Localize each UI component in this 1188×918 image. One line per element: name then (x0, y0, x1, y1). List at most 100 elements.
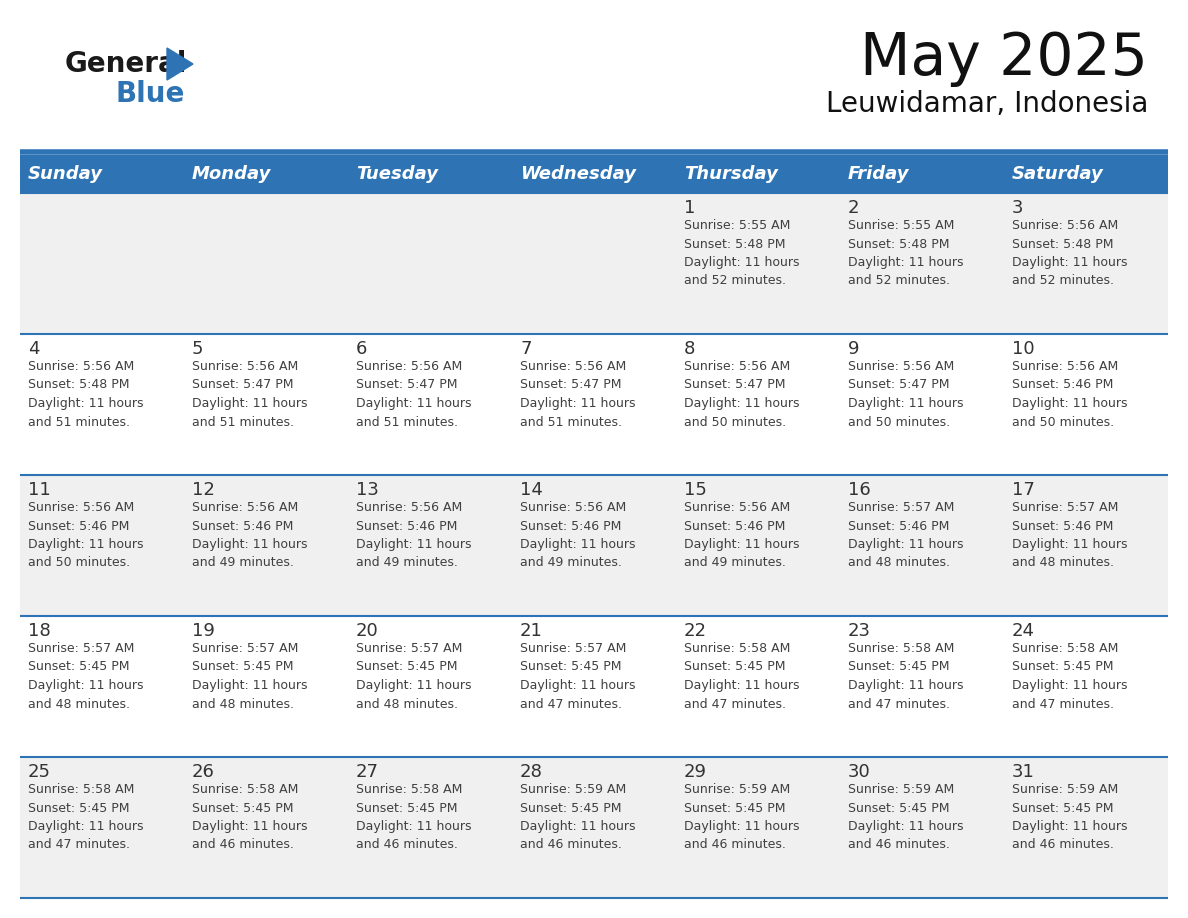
Text: Sunrise: 5:59 AM
Sunset: 5:45 PM
Daylight: 11 hours
and 46 minutes.: Sunrise: 5:59 AM Sunset: 5:45 PM Dayligh… (684, 783, 800, 852)
Bar (20, 757, 184, 898)
Bar (512, 334, 676, 475)
Bar (348, 155, 512, 193)
Bar (676, 155, 840, 193)
Text: 24: 24 (1012, 622, 1035, 640)
Bar (840, 334, 1004, 475)
Bar (840, 616, 1004, 757)
Text: Sunrise: 5:56 AM
Sunset: 5:47 PM
Daylight: 11 hours
and 51 minutes.: Sunrise: 5:56 AM Sunset: 5:47 PM Dayligh… (520, 360, 636, 429)
Text: Sunrise: 5:58 AM
Sunset: 5:45 PM
Daylight: 11 hours
and 46 minutes.: Sunrise: 5:58 AM Sunset: 5:45 PM Dayligh… (192, 783, 308, 852)
Text: 26: 26 (192, 763, 215, 781)
Text: 7: 7 (520, 340, 531, 358)
Bar (1004, 616, 1168, 757)
Text: 22: 22 (684, 622, 707, 640)
Text: 16: 16 (848, 481, 871, 499)
Text: Sunrise: 5:56 AM
Sunset: 5:48 PM
Daylight: 11 hours
and 52 minutes.: Sunrise: 5:56 AM Sunset: 5:48 PM Dayligh… (1012, 219, 1127, 287)
Text: 20: 20 (356, 622, 379, 640)
Text: 31: 31 (1012, 763, 1035, 781)
Text: Sunrise: 5:56 AM
Sunset: 5:48 PM
Daylight: 11 hours
and 51 minutes.: Sunrise: 5:56 AM Sunset: 5:48 PM Dayligh… (29, 360, 144, 429)
Bar (184, 155, 348, 193)
Bar (20, 155, 184, 193)
Bar (20, 334, 184, 475)
Bar (840, 155, 1004, 193)
Text: Sunrise: 5:55 AM
Sunset: 5:48 PM
Daylight: 11 hours
and 52 minutes.: Sunrise: 5:55 AM Sunset: 5:48 PM Dayligh… (684, 219, 800, 287)
Text: 25: 25 (29, 763, 51, 781)
Text: Blue: Blue (115, 80, 184, 108)
Text: May 2025: May 2025 (860, 30, 1148, 87)
Bar (840, 757, 1004, 898)
Text: Thursday: Thursday (684, 165, 778, 183)
Bar (20, 475, 184, 616)
Bar (184, 334, 348, 475)
Bar (348, 616, 512, 757)
Bar (348, 757, 512, 898)
Bar (184, 757, 348, 898)
Text: 21: 21 (520, 622, 543, 640)
Text: 17: 17 (1012, 481, 1035, 499)
Bar (676, 616, 840, 757)
Bar (184, 616, 348, 757)
Text: 27: 27 (356, 763, 379, 781)
Bar (1004, 757, 1168, 898)
Bar (20, 193, 184, 334)
Bar (348, 475, 512, 616)
Text: Sunrise: 5:57 AM
Sunset: 5:46 PM
Daylight: 11 hours
and 48 minutes.: Sunrise: 5:57 AM Sunset: 5:46 PM Dayligh… (848, 501, 963, 569)
Bar (512, 757, 676, 898)
Text: 1: 1 (684, 199, 695, 217)
Text: Sunrise: 5:57 AM
Sunset: 5:45 PM
Daylight: 11 hours
and 47 minutes.: Sunrise: 5:57 AM Sunset: 5:45 PM Dayligh… (520, 642, 636, 711)
Text: 14: 14 (520, 481, 543, 499)
Bar (1004, 155, 1168, 193)
Text: 11: 11 (29, 481, 51, 499)
Bar (676, 334, 840, 475)
Text: 2: 2 (848, 199, 859, 217)
Text: Sunrise: 5:58 AM
Sunset: 5:45 PM
Daylight: 11 hours
and 47 minutes.: Sunrise: 5:58 AM Sunset: 5:45 PM Dayligh… (29, 783, 144, 852)
Text: Sunrise: 5:56 AM
Sunset: 5:47 PM
Daylight: 11 hours
and 51 minutes.: Sunrise: 5:56 AM Sunset: 5:47 PM Dayligh… (192, 360, 308, 429)
Text: 15: 15 (684, 481, 707, 499)
Text: Sunrise: 5:56 AM
Sunset: 5:46 PM
Daylight: 11 hours
and 49 minutes.: Sunrise: 5:56 AM Sunset: 5:46 PM Dayligh… (520, 501, 636, 569)
Bar (1004, 193, 1168, 334)
Text: Sunrise: 5:56 AM
Sunset: 5:47 PM
Daylight: 11 hours
and 50 minutes.: Sunrise: 5:56 AM Sunset: 5:47 PM Dayligh… (684, 360, 800, 429)
Text: Sunrise: 5:55 AM
Sunset: 5:48 PM
Daylight: 11 hours
and 52 minutes.: Sunrise: 5:55 AM Sunset: 5:48 PM Dayligh… (848, 219, 963, 287)
Text: Sunrise: 5:58 AM
Sunset: 5:45 PM
Daylight: 11 hours
and 47 minutes.: Sunrise: 5:58 AM Sunset: 5:45 PM Dayligh… (684, 642, 800, 711)
Bar (348, 334, 512, 475)
Text: Sunrise: 5:56 AM
Sunset: 5:46 PM
Daylight: 11 hours
and 49 minutes.: Sunrise: 5:56 AM Sunset: 5:46 PM Dayligh… (356, 501, 472, 569)
Text: 4: 4 (29, 340, 39, 358)
Bar (512, 193, 676, 334)
Text: 10: 10 (1012, 340, 1035, 358)
Text: Sunrise: 5:57 AM
Sunset: 5:46 PM
Daylight: 11 hours
and 48 minutes.: Sunrise: 5:57 AM Sunset: 5:46 PM Dayligh… (1012, 501, 1127, 569)
Text: Sunrise: 5:58 AM
Sunset: 5:45 PM
Daylight: 11 hours
and 47 minutes.: Sunrise: 5:58 AM Sunset: 5:45 PM Dayligh… (1012, 642, 1127, 711)
Text: Wednesday: Wednesday (520, 165, 636, 183)
Text: 23: 23 (848, 622, 871, 640)
Text: 8: 8 (684, 340, 695, 358)
Text: 12: 12 (192, 481, 215, 499)
Text: General: General (65, 50, 188, 78)
Bar (676, 193, 840, 334)
Text: Tuesday: Tuesday (356, 165, 438, 183)
Text: Sunrise: 5:57 AM
Sunset: 5:45 PM
Daylight: 11 hours
and 48 minutes.: Sunrise: 5:57 AM Sunset: 5:45 PM Dayligh… (29, 642, 144, 711)
Text: 19: 19 (192, 622, 215, 640)
Text: Sunrise: 5:59 AM
Sunset: 5:45 PM
Daylight: 11 hours
and 46 minutes.: Sunrise: 5:59 AM Sunset: 5:45 PM Dayligh… (848, 783, 963, 852)
Bar (184, 193, 348, 334)
Bar (1004, 475, 1168, 616)
Text: Friday: Friday (848, 165, 910, 183)
Text: Sunrise: 5:59 AM
Sunset: 5:45 PM
Daylight: 11 hours
and 46 minutes.: Sunrise: 5:59 AM Sunset: 5:45 PM Dayligh… (520, 783, 636, 852)
Bar (184, 475, 348, 616)
Text: Sunrise: 5:56 AM
Sunset: 5:46 PM
Daylight: 11 hours
and 49 minutes.: Sunrise: 5:56 AM Sunset: 5:46 PM Dayligh… (192, 501, 308, 569)
Bar (840, 475, 1004, 616)
Text: 6: 6 (356, 340, 367, 358)
Text: 13: 13 (356, 481, 379, 499)
Text: Leuwidamar, Indonesia: Leuwidamar, Indonesia (826, 90, 1148, 118)
Bar (512, 616, 676, 757)
Text: Sunrise: 5:56 AM
Sunset: 5:47 PM
Daylight: 11 hours
and 50 minutes.: Sunrise: 5:56 AM Sunset: 5:47 PM Dayligh… (848, 360, 963, 429)
Polygon shape (168, 48, 192, 80)
Text: Sunrise: 5:56 AM
Sunset: 5:47 PM
Daylight: 11 hours
and 51 minutes.: Sunrise: 5:56 AM Sunset: 5:47 PM Dayligh… (356, 360, 472, 429)
Text: 5: 5 (192, 340, 203, 358)
Bar (1004, 334, 1168, 475)
Text: 9: 9 (848, 340, 859, 358)
Text: Sunrise: 5:57 AM
Sunset: 5:45 PM
Daylight: 11 hours
and 48 minutes.: Sunrise: 5:57 AM Sunset: 5:45 PM Dayligh… (356, 642, 472, 711)
Bar (512, 155, 676, 193)
Bar (676, 475, 840, 616)
Text: Saturday: Saturday (1012, 165, 1104, 183)
Text: 29: 29 (684, 763, 707, 781)
Bar (20, 616, 184, 757)
Text: Sunrise: 5:59 AM
Sunset: 5:45 PM
Daylight: 11 hours
and 46 minutes.: Sunrise: 5:59 AM Sunset: 5:45 PM Dayligh… (1012, 783, 1127, 852)
